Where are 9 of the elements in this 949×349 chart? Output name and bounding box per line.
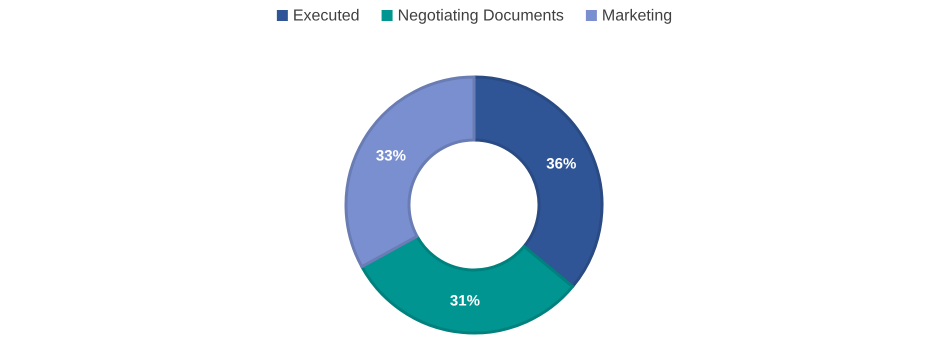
donut-slice: [360, 234, 574, 334]
legend-label: Negotiating Documents: [398, 8, 564, 24]
donut-slice: [472, 76, 604, 288]
donut-slice: [344, 76, 476, 268]
data-label: 36%: [546, 155, 576, 172]
data-label: 31%: [450, 292, 480, 310]
legend-label: Marketing: [602, 8, 672, 24]
data-label: 33%: [376, 147, 406, 164]
legend-label: Executed: [292, 8, 360, 24]
